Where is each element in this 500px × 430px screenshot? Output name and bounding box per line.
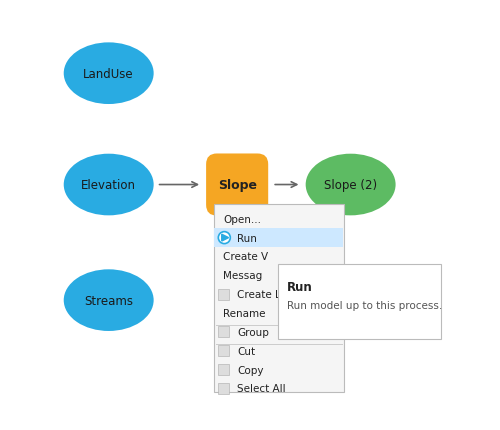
Text: Select All: Select All (237, 384, 286, 393)
Bar (214, 204, 344, 392)
Text: Create V: Create V (223, 252, 268, 262)
Text: Copy: Copy (237, 365, 264, 375)
Text: Open...: Open... (223, 214, 261, 224)
Text: Create Label: Create Label (237, 289, 304, 299)
Bar (218, 383, 229, 394)
Bar (218, 364, 229, 375)
Ellipse shape (64, 270, 154, 331)
Bar (218, 326, 229, 338)
Text: Slope (2): Slope (2) (324, 178, 377, 192)
Ellipse shape (64, 43, 154, 105)
Text: Slope: Slope (218, 178, 256, 192)
Text: Streams: Streams (84, 294, 133, 307)
Bar (278, 264, 440, 339)
Text: Elevation: Elevation (81, 178, 136, 192)
Text: LandUse: LandUse (84, 68, 134, 80)
Bar (218, 345, 229, 356)
Circle shape (218, 232, 230, 244)
Text: Run: Run (288, 280, 313, 293)
Ellipse shape (64, 154, 154, 216)
Text: Cut: Cut (237, 346, 256, 356)
Bar (218, 289, 229, 300)
Bar (214, 229, 344, 248)
Text: Rename: Rename (223, 308, 266, 318)
Text: Messag: Messag (223, 270, 262, 281)
Ellipse shape (306, 154, 396, 216)
Polygon shape (222, 235, 228, 242)
Text: Run: Run (237, 233, 257, 243)
Text: Group: Group (237, 327, 269, 337)
Text: Run model up to this process.: Run model up to this process. (288, 301, 442, 310)
FancyBboxPatch shape (206, 154, 268, 216)
